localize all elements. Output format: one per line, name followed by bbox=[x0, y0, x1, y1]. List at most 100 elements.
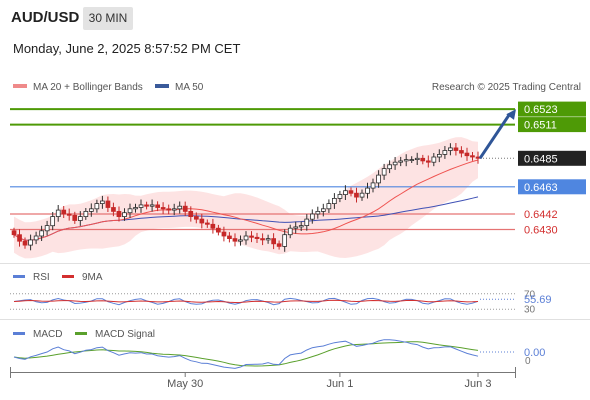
candle[interactable] bbox=[166, 204, 171, 215]
candle[interactable] bbox=[304, 214, 310, 231]
candle[interactable] bbox=[464, 147, 470, 161]
candle[interactable] bbox=[442, 146, 448, 159]
candle[interactable] bbox=[221, 226, 227, 242]
candle[interactable] bbox=[193, 212, 199, 224]
candle[interactable] bbox=[44, 220, 50, 236]
candle[interactable] bbox=[453, 143, 459, 156]
candle[interactable] bbox=[66, 208, 72, 221]
candle[interactable] bbox=[249, 231, 254, 243]
candle[interactable] bbox=[243, 231, 249, 245]
candle[interactable] bbox=[55, 205, 61, 222]
candle-body bbox=[470, 155, 475, 158]
candle[interactable] bbox=[182, 201, 188, 216]
candle[interactable] bbox=[210, 218, 216, 234]
candle[interactable] bbox=[177, 201, 183, 214]
candle[interactable] bbox=[111, 202, 116, 217]
candle[interactable] bbox=[204, 219, 210, 228]
candle[interactable] bbox=[414, 152, 420, 165]
candle-body bbox=[414, 157, 420, 161]
candle[interactable] bbox=[22, 237, 28, 249]
candle[interactable] bbox=[425, 155, 431, 168]
candle[interactable] bbox=[271, 233, 277, 250]
candle[interactable] bbox=[315, 206, 321, 219]
candle[interactable] bbox=[436, 149, 442, 163]
candle[interactable] bbox=[420, 154, 426, 165]
candle[interactable] bbox=[381, 163, 387, 180]
candle[interactable] bbox=[447, 143, 453, 156]
candle[interactable] bbox=[392, 157, 398, 170]
candle[interactable] bbox=[403, 154, 409, 167]
candle[interactable] bbox=[122, 208, 127, 221]
candle[interactable] bbox=[39, 225, 45, 241]
candle[interactable] bbox=[309, 209, 315, 224]
candle-body bbox=[221, 231, 227, 237]
candle[interactable] bbox=[133, 203, 138, 213]
candle[interactable] bbox=[260, 233, 265, 246]
candle[interactable] bbox=[459, 146, 464, 158]
candle[interactable] bbox=[89, 203, 94, 217]
macd-zero-label: 0 bbox=[525, 356, 531, 367]
candle[interactable] bbox=[144, 201, 149, 210]
candle[interactable] bbox=[331, 193, 337, 209]
candle[interactable] bbox=[11, 227, 17, 238]
level-label-bg bbox=[518, 101, 586, 117]
candle[interactable] bbox=[470, 152, 475, 161]
candle[interactable] bbox=[232, 233, 238, 247]
candle[interactable] bbox=[276, 240, 282, 250]
candle-body bbox=[409, 159, 415, 162]
candle[interactable] bbox=[387, 160, 393, 174]
candle[interactable] bbox=[365, 182, 370, 199]
candle[interactable] bbox=[17, 229, 22, 247]
candle[interactable] bbox=[287, 224, 293, 239]
candle-body bbox=[138, 204, 144, 208]
candle[interactable] bbox=[376, 170, 381, 188]
candle[interactable] bbox=[61, 206, 67, 218]
candle-body bbox=[83, 210, 89, 217]
candle[interactable] bbox=[188, 206, 194, 222]
candle[interactable] bbox=[398, 156, 404, 167]
candle[interactable] bbox=[72, 211, 78, 224]
candle-body bbox=[28, 239, 33, 246]
candle[interactable] bbox=[359, 189, 365, 201]
candle-body bbox=[453, 147, 459, 151]
candle[interactable] bbox=[254, 232, 260, 243]
candle[interactable] bbox=[265, 234, 271, 244]
candle[interactable] bbox=[116, 206, 122, 222]
candle[interactable] bbox=[33, 231, 39, 245]
candle[interactable] bbox=[171, 203, 177, 216]
candle[interactable] bbox=[199, 213, 205, 229]
candle[interactable] bbox=[83, 208, 89, 220]
candle-body bbox=[265, 238, 271, 241]
candle-body bbox=[260, 238, 265, 241]
candle[interactable] bbox=[138, 199, 144, 213]
candle[interactable] bbox=[293, 221, 299, 234]
candle[interactable] bbox=[50, 212, 56, 231]
candle[interactable] bbox=[348, 187, 354, 197]
candle[interactable] bbox=[28, 234, 33, 251]
candle[interactable] bbox=[282, 229, 288, 252]
candle-body bbox=[238, 239, 243, 242]
candle[interactable] bbox=[100, 195, 105, 209]
candle[interactable] bbox=[298, 221, 304, 232]
candle[interactable] bbox=[431, 153, 437, 167]
candle[interactable] bbox=[155, 201, 160, 212]
timeframe-badge[interactable]: 30 MIN bbox=[83, 7, 133, 30]
candle[interactable] bbox=[238, 235, 243, 246]
candle[interactable] bbox=[160, 202, 166, 215]
candle[interactable] bbox=[370, 178, 376, 193]
candle[interactable] bbox=[105, 196, 111, 213]
candle[interactable] bbox=[320, 203, 326, 217]
candle[interactable] bbox=[409, 156, 415, 163]
candle[interactable] bbox=[215, 224, 221, 236]
candle[interactable] bbox=[149, 199, 155, 212]
candle[interactable] bbox=[127, 203, 133, 218]
candle[interactable] bbox=[326, 199, 332, 213]
candle[interactable] bbox=[227, 232, 232, 243]
candle[interactable] bbox=[354, 187, 359, 203]
candle[interactable] bbox=[94, 199, 100, 213]
candle[interactable] bbox=[78, 211, 83, 226]
x-tick-label: Jun 3 bbox=[465, 378, 492, 390]
candle[interactable] bbox=[337, 190, 343, 203]
candle[interactable] bbox=[343, 185, 348, 200]
